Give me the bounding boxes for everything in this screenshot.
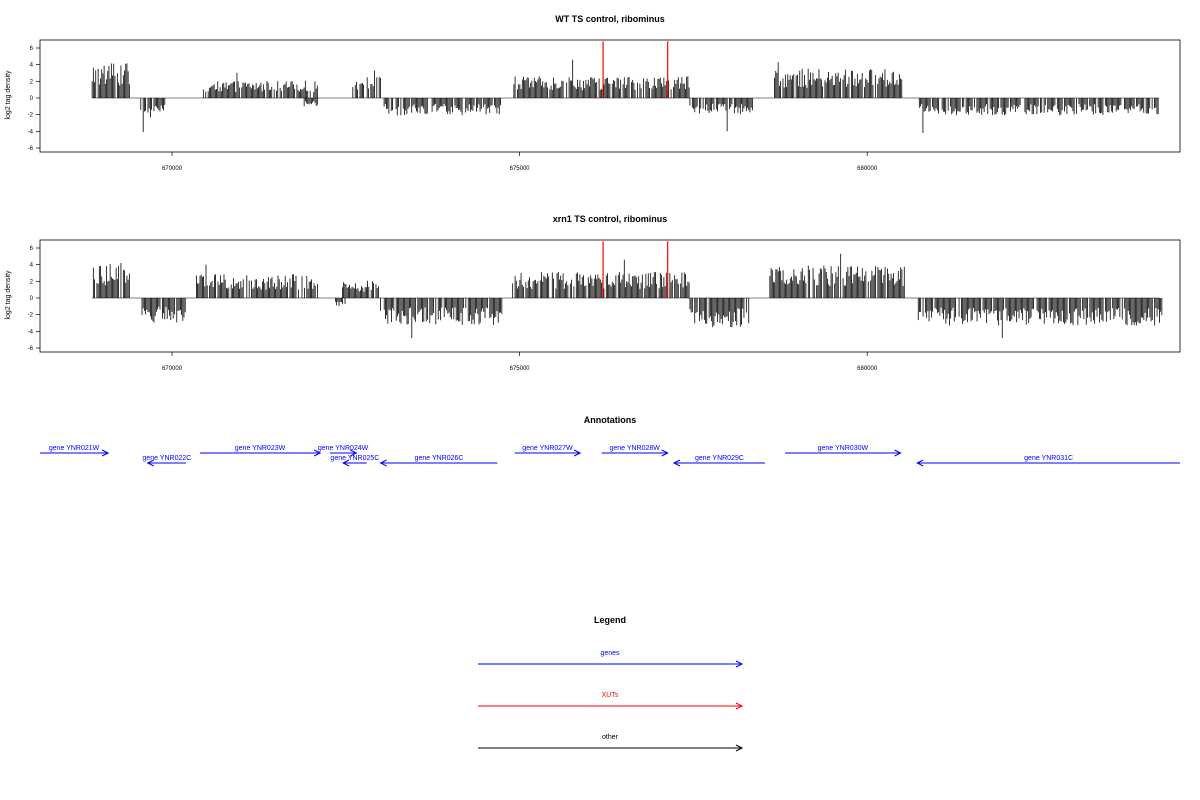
arrowhead-left bbox=[146, 459, 154, 467]
legend-arrowhead bbox=[735, 744, 744, 752]
y-tick-label: 2 bbox=[30, 79, 34, 85]
gene-arrow: gene YNR027W bbox=[514, 445, 582, 457]
xrn1-plot-frame bbox=[39, 239, 1181, 353]
wt-track-title: WT TS control, ribominus bbox=[555, 14, 665, 24]
y-tick-label: 0 bbox=[30, 296, 34, 302]
xrn1-xut-markers bbox=[602, 241, 669, 298]
x-tick-label: 670000 bbox=[162, 366, 183, 372]
wt-y-axis-label: log2 tag density bbox=[5, 70, 12, 120]
gene-label: gene YNR023W bbox=[235, 445, 286, 452]
annotations-title: Annotations bbox=[584, 415, 637, 425]
legend-item: XUTs bbox=[478, 692, 744, 710]
gene-arrows: gene YNR021W gene YNR022C gene YNR023W gene… bbox=[40, 445, 1180, 467]
gene-label: gene YNR021W bbox=[49, 445, 100, 452]
arrowhead-right bbox=[894, 449, 902, 457]
wt-track-panel: WT TS control, ribominus log2 tag densit… bbox=[5, 14, 1181, 172]
y-tick-label: 6 bbox=[30, 246, 34, 252]
y-tick-label: 2 bbox=[30, 279, 34, 285]
gene-arrow: gene YNR024W bbox=[318, 445, 369, 457]
gene-arrow: gene YNR021W bbox=[40, 445, 110, 457]
gene-arrow: gene YNR031C bbox=[916, 455, 1180, 467]
xrn1-track-panel: xrn1 TS control, ribominus log2 tag dens… bbox=[5, 214, 1181, 372]
gene-label: gene YNR025C bbox=[330, 455, 379, 462]
x-tick-label: 670000 bbox=[162, 166, 183, 172]
x-tick-label: 675000 bbox=[510, 366, 531, 372]
xrn1-track-title: xrn1 TS control, ribominus bbox=[553, 214, 668, 224]
x-tick-label: 675000 bbox=[510, 166, 531, 172]
arrowhead-left bbox=[672, 459, 681, 467]
gene-arrow: gene YNR022C bbox=[142, 455, 191, 467]
arrowhead-right bbox=[573, 449, 582, 457]
wt-x-axis: 670000 675000 680000 bbox=[162, 152, 878, 172]
gene-label: gene YNR027W bbox=[522, 445, 573, 452]
legend-item: other bbox=[478, 734, 744, 752]
arrowhead-right bbox=[350, 449, 358, 457]
gene-arrow: gene YNR029C bbox=[672, 455, 766, 467]
arrowhead-left bbox=[916, 459, 924, 467]
wt-xut-markers bbox=[602, 41, 669, 98]
xrn1-y-axis: 6 4 2 0 -2 -4 -6 bbox=[28, 246, 40, 352]
legend-arrowhead bbox=[735, 702, 744, 710]
wt-y-axis: 6 4 2 0 -2 -4 -6 bbox=[28, 46, 40, 152]
gene-label: gene YNR028W bbox=[609, 445, 660, 452]
y-tick-label: 4 bbox=[30, 263, 34, 269]
legend-items: genes XUTs other bbox=[478, 650, 744, 752]
legend-arrowhead bbox=[735, 660, 744, 668]
gene-label: gene YNR022C bbox=[142, 455, 191, 462]
xrn1-y-axis-label: log2 tag density bbox=[5, 270, 12, 320]
y-tick-label: 6 bbox=[30, 46, 34, 52]
y-tick-label: -4 bbox=[28, 329, 34, 335]
arrowhead-left bbox=[379, 459, 387, 467]
y-tick-label: -2 bbox=[28, 113, 34, 119]
y-tick-label: 4 bbox=[30, 63, 34, 69]
y-tick-label: -6 bbox=[28, 346, 34, 352]
x-tick-label: 680000 bbox=[857, 366, 878, 372]
arrowhead-left bbox=[341, 459, 350, 467]
gene-label: gene YNR029C bbox=[695, 455, 744, 462]
legend-label: other bbox=[602, 734, 619, 741]
gene-arrow: gene YNR028W bbox=[601, 445, 669, 457]
arrowhead-right bbox=[313, 449, 322, 457]
legend-item: genes bbox=[478, 650, 744, 668]
wt-plot-frame bbox=[39, 39, 1181, 153]
y-tick-label: 0 bbox=[30, 96, 34, 102]
gene-label: gene YNR030W bbox=[818, 445, 869, 452]
y-tick-label: -4 bbox=[28, 129, 34, 135]
legend-label: XUTs bbox=[602, 692, 619, 699]
gene-arrow: gene YNR026C bbox=[379, 455, 498, 467]
xrn1-signal-bars bbox=[92, 253, 1163, 338]
gene-label: gene YNR026C bbox=[415, 455, 464, 462]
legend-title: Legend bbox=[594, 615, 626, 625]
y-tick-label: -2 bbox=[28, 313, 34, 319]
legend-label: genes bbox=[600, 650, 620, 657]
gene-arrow: gene YNR030W bbox=[785, 445, 902, 457]
arrowhead-right bbox=[661, 449, 669, 457]
gene-label: gene YNR024W bbox=[318, 445, 369, 452]
arrowhead-right bbox=[101, 449, 110, 457]
gene-label: gene YNR031C bbox=[1024, 455, 1073, 462]
gene-arrow: gene YNR025C bbox=[330, 455, 379, 467]
xrn1-x-axis: 670000 675000 680000 bbox=[162, 352, 878, 372]
x-tick-label: 680000 bbox=[857, 166, 878, 172]
legend: Legend genes XUTs other bbox=[478, 615, 744, 752]
gene-arrow: gene YNR023W bbox=[199, 445, 322, 457]
y-tick-label: -6 bbox=[28, 146, 34, 152]
wt-signal-bars bbox=[91, 59, 1160, 133]
